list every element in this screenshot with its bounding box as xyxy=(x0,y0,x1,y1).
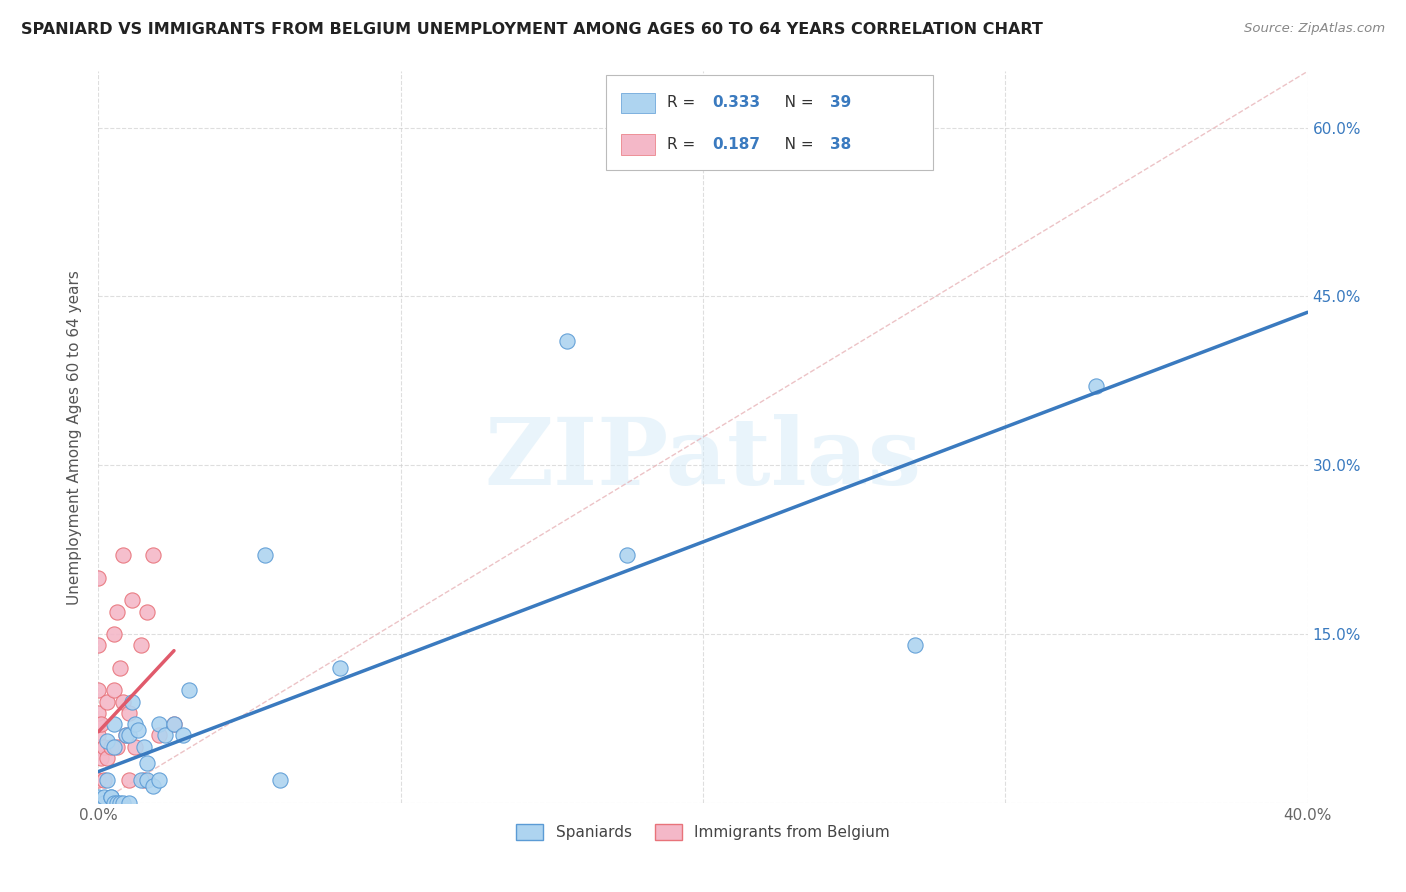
Point xyxy=(124,739,146,754)
Point xyxy=(163,717,186,731)
Point xyxy=(93,739,115,754)
Point xyxy=(87,638,110,652)
Point xyxy=(148,773,170,788)
Point xyxy=(87,773,110,788)
Point xyxy=(87,796,110,810)
Text: N =: N = xyxy=(769,95,818,111)
Point xyxy=(172,728,194,742)
Point xyxy=(96,773,118,788)
FancyBboxPatch shape xyxy=(606,75,932,170)
Point xyxy=(87,790,110,805)
Text: Source: ZipAtlas.com: Source: ZipAtlas.com xyxy=(1244,22,1385,36)
Point xyxy=(87,717,110,731)
Point xyxy=(100,739,122,754)
Point xyxy=(93,796,115,810)
Point xyxy=(108,661,131,675)
Point xyxy=(616,548,638,562)
Point xyxy=(96,751,118,765)
Point xyxy=(121,593,143,607)
Text: 0.333: 0.333 xyxy=(713,95,761,111)
Point xyxy=(90,717,112,731)
Point xyxy=(904,638,927,652)
Point xyxy=(111,796,134,810)
Point xyxy=(111,548,134,562)
Point xyxy=(555,334,578,349)
Point xyxy=(105,605,128,619)
Legend: Spaniards, Immigrants from Belgium: Spaniards, Immigrants from Belgium xyxy=(510,818,896,847)
Point xyxy=(163,717,186,731)
Point xyxy=(148,717,170,731)
Point xyxy=(96,694,118,708)
Point xyxy=(129,773,152,788)
Bar xyxy=(621,93,655,113)
Point xyxy=(114,728,136,742)
Point xyxy=(121,694,143,708)
Point xyxy=(103,627,125,641)
Point xyxy=(153,728,176,742)
Point xyxy=(103,683,125,698)
Point xyxy=(132,739,155,754)
Point xyxy=(179,683,201,698)
Point xyxy=(105,796,128,810)
Point xyxy=(135,773,157,788)
Point xyxy=(108,796,131,810)
Text: 38: 38 xyxy=(830,137,851,152)
Point xyxy=(253,548,276,562)
Point xyxy=(87,796,110,810)
Point xyxy=(135,605,157,619)
Point xyxy=(1085,379,1108,393)
Point xyxy=(103,739,125,754)
Point xyxy=(93,773,115,788)
Point xyxy=(129,638,152,652)
Point xyxy=(142,548,165,562)
Point xyxy=(103,717,125,731)
Point xyxy=(87,796,110,810)
Text: 39: 39 xyxy=(830,95,851,111)
Point xyxy=(96,734,118,748)
Point xyxy=(103,796,125,810)
Point xyxy=(118,796,141,810)
Point xyxy=(132,773,155,788)
Point xyxy=(100,790,122,805)
Point xyxy=(100,790,122,805)
Point xyxy=(90,751,112,765)
Point xyxy=(105,739,128,754)
Text: 0.187: 0.187 xyxy=(713,137,761,152)
Point xyxy=(118,773,141,788)
Point xyxy=(135,756,157,771)
Point xyxy=(87,571,110,585)
Point xyxy=(329,661,352,675)
Text: N =: N = xyxy=(769,137,818,152)
Point xyxy=(118,706,141,720)
Point xyxy=(148,728,170,742)
Point xyxy=(87,706,110,720)
Point xyxy=(87,796,110,810)
Point xyxy=(103,796,125,810)
Point xyxy=(114,728,136,742)
Point xyxy=(111,694,134,708)
Bar xyxy=(621,135,655,154)
Point xyxy=(118,728,141,742)
Point xyxy=(93,790,115,805)
Point xyxy=(142,779,165,793)
Point xyxy=(87,728,110,742)
Point xyxy=(87,739,110,754)
Text: R =: R = xyxy=(666,95,700,111)
Point xyxy=(127,723,149,737)
Point xyxy=(87,796,110,810)
Point xyxy=(269,773,291,788)
Point xyxy=(87,683,110,698)
Y-axis label: Unemployment Among Ages 60 to 64 years: Unemployment Among Ages 60 to 64 years xyxy=(67,269,83,605)
Text: R =: R = xyxy=(666,137,700,152)
Text: SPANIARD VS IMMIGRANTS FROM BELGIUM UNEMPLOYMENT AMONG AGES 60 TO 64 YEARS CORRE: SPANIARD VS IMMIGRANTS FROM BELGIUM UNEM… xyxy=(21,22,1043,37)
Point xyxy=(124,717,146,731)
Text: ZIPatlas: ZIPatlas xyxy=(485,414,921,504)
Point xyxy=(87,796,110,810)
